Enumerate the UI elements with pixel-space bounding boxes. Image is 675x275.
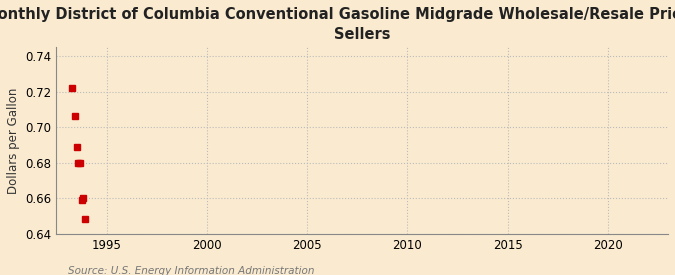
Text: Source: U.S. Energy Information Administration: Source: U.S. Energy Information Administ… — [68, 266, 314, 275]
Y-axis label: Dollars per Gallon: Dollars per Gallon — [7, 87, 20, 194]
Title: Monthly District of Columbia Conventional Gasoline Midgrade Wholesale/Resale Pri: Monthly District of Columbia Conventiona… — [0, 7, 675, 42]
